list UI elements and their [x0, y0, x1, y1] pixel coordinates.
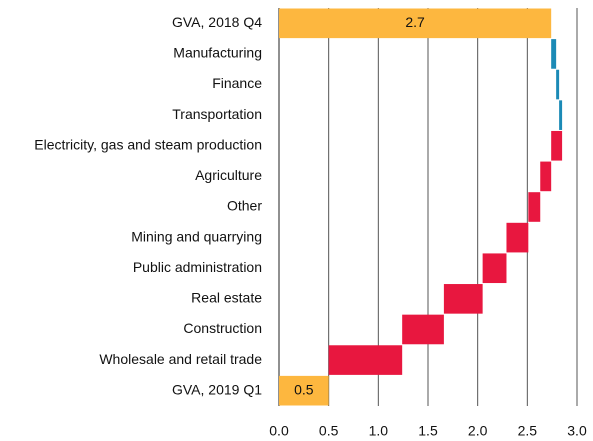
- y-tick-label: Electricity, gas and steam production: [34, 136, 262, 152]
- value-label: 0.5: [294, 381, 314, 397]
- x-tick-label: 0.0: [269, 423, 289, 439]
- y-tick-label: Transportation: [172, 106, 262, 122]
- y-tick-label: Manufacturing: [173, 45, 262, 61]
- value-label: 2.7: [405, 14, 425, 30]
- y-tick-label: Public administration: [133, 259, 262, 275]
- x-tick-label: 0.5: [319, 423, 339, 439]
- bar: [279, 375, 329, 406]
- y-tick-label: Wholesale and retail trade: [99, 351, 262, 367]
- x-tick-label: 3.0: [567, 423, 587, 439]
- x-tick-label: 1.0: [369, 423, 389, 439]
- y-tick-label: Finance: [212, 75, 262, 91]
- x-tick-label: 2.0: [468, 423, 488, 439]
- y-tick-label: Construction: [183, 320, 262, 336]
- bar: [556, 69, 560, 100]
- bar: [443, 284, 483, 314]
- y-tick-label: Real estate: [191, 290, 262, 306]
- bar: [559, 100, 563, 130]
- y-tick-label: Mining and quarrying: [131, 228, 262, 244]
- y-tick-label: Agriculture: [195, 167, 262, 183]
- y-tick-label: GVA, 2018 Q4: [172, 14, 262, 30]
- bar: [279, 8, 552, 39]
- y-tick-label: Other: [227, 198, 262, 214]
- bar: [551, 39, 557, 69]
- bar: [540, 161, 552, 192]
- x-tick-label: 2.5: [518, 423, 538, 439]
- y-tick-label: GVA, 2019 Q1: [172, 381, 262, 397]
- bar: [482, 253, 507, 284]
- bar: [402, 314, 444, 345]
- bar: [528, 192, 541, 222]
- x-tick-label: 1.5: [418, 423, 438, 439]
- bar: [328, 345, 403, 375]
- bar: [551, 130, 563, 161]
- bar: [506, 222, 529, 253]
